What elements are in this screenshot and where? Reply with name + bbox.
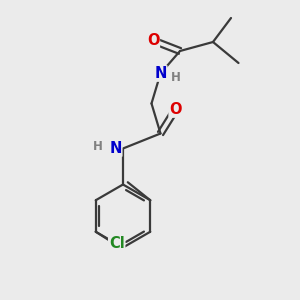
Text: N: N (154, 66, 167, 81)
Text: O: O (147, 33, 159, 48)
Text: Cl: Cl (109, 236, 124, 251)
Text: H: H (171, 70, 181, 84)
Text: H: H (93, 140, 102, 154)
Text: N: N (109, 141, 122, 156)
Text: O: O (169, 102, 182, 117)
